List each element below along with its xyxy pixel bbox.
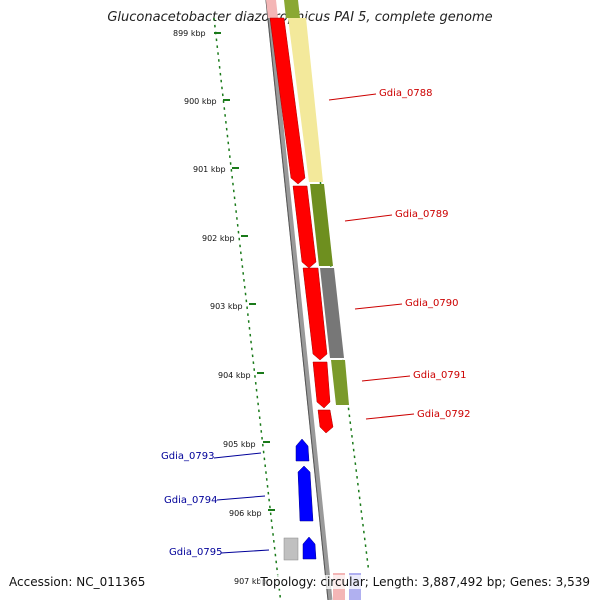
kbp-label-903: 903 kbp xyxy=(210,302,243,311)
reverse-cds-track xyxy=(283,438,317,561)
gene-label-gdia-0794[interactable]: Gdia_0794 xyxy=(164,495,217,506)
gene-label-gdia-0793[interactable]: Gdia_0793 xyxy=(161,451,214,462)
gene-label-gdia-0795[interactable]: Gdia_0795 xyxy=(169,547,222,558)
accession-text: Accession: NC_011365 xyxy=(9,575,146,589)
gene-block-gdia-0795[interactable] xyxy=(302,536,317,560)
gene-block-gdia-0793[interactable] xyxy=(295,438,310,462)
gene-block-gdia-0789[interactable] xyxy=(292,185,317,269)
gene-block-gdia-0791[interactable] xyxy=(312,361,331,409)
left-gene-labels: Gdia_0793 Gdia_0794 Gdia_0795 xyxy=(161,451,270,558)
gene-block-gdia-0790[interactable] xyxy=(302,267,328,361)
gene-label-gdia-0791[interactable]: Gdia_0791 xyxy=(413,370,466,381)
kbp-label-901: 901 kbp xyxy=(193,165,226,174)
inner-tick-track xyxy=(213,17,281,598)
gene-block-gdia-0788[interactable] xyxy=(269,17,306,185)
genome-backbone xyxy=(265,0,333,600)
right-gene-labels: Gdia_0788 Gdia_0789 Gdia_0790 Gdia_0791 … xyxy=(328,88,470,420)
gene-block-gdia-0794[interactable] xyxy=(297,465,314,522)
gene-block-grey xyxy=(283,537,299,561)
map-title: Gluconacetobacter diazotrophicus PAI 5, … xyxy=(107,10,493,25)
kbp-label-906: 906 kbp xyxy=(229,509,262,518)
topology-details: circular; Length: 3,887,492 bp; Genes: 3… xyxy=(320,575,590,589)
gene-label-gdia-0788[interactable]: Gdia_0788 xyxy=(379,88,432,99)
kbp-major-ticks xyxy=(214,32,275,511)
kbp-label-902: 902 kbp xyxy=(202,234,235,243)
gene-label-gdia-0789[interactable]: Gdia_0789 xyxy=(395,209,448,220)
category-track xyxy=(288,18,349,405)
kbp-label-900: 900 kbp xyxy=(184,97,217,106)
kbp-label-904: 904 kbp xyxy=(218,371,251,380)
gene-label-gdia-0790[interactable]: Gdia_0790 xyxy=(405,298,458,309)
topology-text: Topology: circular; Length: 3,887,492 bp… xyxy=(260,575,590,589)
kbp-label-905: 905 kbp xyxy=(223,440,256,449)
kbp-labels: 899 kbp 900 kbp 901 kbp 902 kbp 903 kbp … xyxy=(173,29,267,586)
gene-block-gdia-0792[interactable] xyxy=(317,409,334,434)
kbp-label-907: 907 kbp xyxy=(234,577,267,586)
forward-cds-track xyxy=(269,17,334,434)
topology-prefix: Topology: xyxy=(260,575,317,589)
gene-label-gdia-0792[interactable]: Gdia_0792 xyxy=(417,409,470,420)
feature-strip-top xyxy=(266,0,300,18)
kbp-label-899: 899 kbp xyxy=(173,29,206,38)
